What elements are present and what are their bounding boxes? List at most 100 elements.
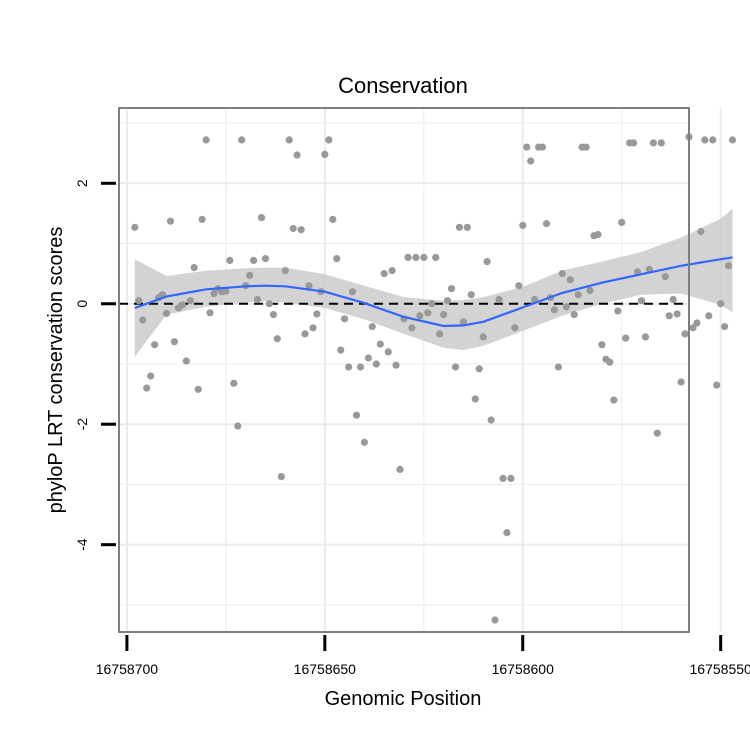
- data-point: [250, 256, 258, 264]
- data-point: [368, 323, 376, 331]
- data-point: [511, 324, 519, 332]
- data-point: [657, 139, 665, 147]
- data-point: [574, 291, 582, 299]
- data-point: [388, 267, 396, 275]
- data-point: [677, 378, 685, 386]
- data-point: [246, 271, 254, 279]
- data-point: [443, 297, 452, 305]
- data-point: [151, 341, 159, 349]
- data-point: [562, 303, 570, 311]
- data-point: [586, 286, 594, 295]
- data-point: [143, 384, 151, 392]
- data-point: [669, 295, 677, 304]
- x-tick-label: 16758650: [294, 661, 357, 677]
- data-point: [630, 139, 638, 147]
- x-axis-label: Genomic Position: [325, 688, 482, 710]
- data-point: [436, 330, 444, 338]
- data-point: [495, 295, 503, 304]
- data-points: [131, 133, 737, 624]
- data-point: [162, 309, 171, 317]
- plot-background: [119, 108, 689, 632]
- x-tick-label: 16758550: [690, 661, 750, 677]
- data-point: [661, 273, 669, 281]
- data-point: [637, 297, 646, 305]
- data-point: [523, 143, 531, 151]
- data-point: [392, 361, 400, 369]
- data-point: [701, 136, 709, 144]
- data-point: [689, 324, 697, 332]
- data-point: [147, 372, 155, 380]
- data-point: [281, 267, 289, 275]
- data-point: [337, 346, 345, 354]
- data-point: [360, 438, 368, 446]
- data-point: [348, 288, 357, 296]
- data-point: [614, 307, 622, 315]
- data-point: [558, 270, 566, 278]
- data-point: [475, 365, 483, 373]
- data-point: [380, 270, 388, 278]
- data-point: [507, 474, 515, 482]
- data-point: [194, 385, 202, 393]
- data-point: [364, 354, 372, 362]
- data-point: [416, 312, 424, 320]
- data-point: [345, 363, 353, 371]
- data-point: [550, 306, 559, 314]
- data-point: [721, 323, 729, 331]
- loess-smooth-line: [134, 256, 733, 328]
- data-point: [265, 300, 273, 308]
- data-point: [257, 214, 266, 222]
- x-axis: 16758700 16758650 16758600 16758550: [96, 635, 750, 677]
- y-tick-label: 0: [74, 300, 90, 308]
- data-point: [681, 330, 689, 338]
- data-point: [182, 357, 190, 365]
- data-point: [542, 220, 551, 228]
- confidence-band: [134, 208, 733, 357]
- data-point: [293, 151, 301, 159]
- data-point: [693, 319, 701, 327]
- data-point: [653, 429, 661, 437]
- data-point: [728, 136, 737, 144]
- data-point: [341, 315, 349, 323]
- x-tick-label: 16758700: [96, 661, 159, 677]
- data-point: [467, 291, 475, 299]
- data-point: [178, 301, 186, 309]
- chart-title: Conservation: [338, 73, 468, 98]
- data-point: [673, 310, 681, 318]
- data-point: [333, 255, 341, 263]
- data-point: [170, 338, 178, 346]
- data-point: [230, 379, 238, 387]
- x-tick-label: 16758600: [492, 661, 555, 677]
- panel-border: [118, 107, 690, 633]
- data-point: [519, 221, 527, 229]
- y-axis-label: phyloP LRT conservation scores: [45, 227, 67, 514]
- data-point: [463, 223, 471, 231]
- data-point: [554, 363, 563, 371]
- data-point: [610, 396, 618, 404]
- data-point: [713, 381, 721, 389]
- data-point: [641, 333, 650, 341]
- data-point: [515, 282, 523, 290]
- y-tick-label: -4: [74, 538, 90, 551]
- data-point: [412, 253, 420, 261]
- data-point: [234, 422, 242, 430]
- data-point: [455, 223, 463, 231]
- data-point: [198, 215, 206, 223]
- data-point: [432, 253, 440, 261]
- y-tick-label: 2: [74, 179, 90, 187]
- data-point: [206, 309, 214, 317]
- data-point: [491, 616, 499, 624]
- data-point: [420, 253, 428, 261]
- data-point: [135, 297, 143, 305]
- data-point: [447, 285, 456, 293]
- data-point: [301, 330, 309, 338]
- data-point: [606, 358, 614, 366]
- data-point: [269, 311, 277, 319]
- data-point: [210, 289, 218, 298]
- data-point: [190, 264, 198, 272]
- data-point: [139, 316, 147, 324]
- data-point: [384, 348, 392, 356]
- data-point: [352, 411, 361, 419]
- data-point: [376, 340, 384, 348]
- data-point: [487, 416, 495, 424]
- data-point: [705, 312, 713, 320]
